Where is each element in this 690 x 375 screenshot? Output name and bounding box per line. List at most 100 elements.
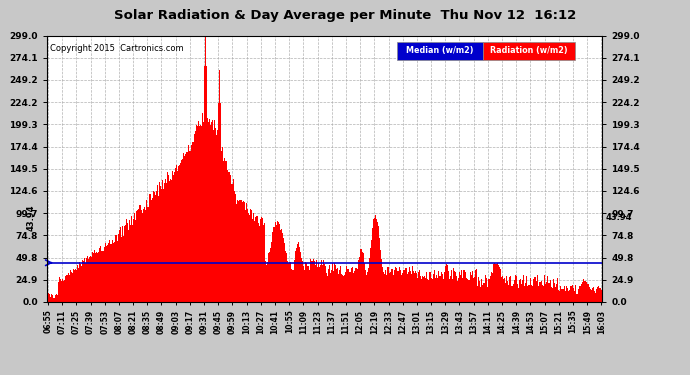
Bar: [78, 267, 79, 302]
Bar: [65, 276, 66, 302]
Bar: [464, 270, 465, 302]
Bar: [523, 275, 524, 302]
Bar: [209, 119, 210, 302]
Bar: [442, 274, 443, 302]
Bar: [289, 261, 290, 302]
Bar: [550, 280, 551, 302]
Bar: [389, 273, 391, 302]
Bar: [250, 210, 252, 302]
Bar: [186, 152, 187, 302]
Bar: [426, 272, 427, 302]
Bar: [196, 125, 197, 302]
Bar: [584, 281, 586, 302]
Bar: [206, 66, 207, 302]
Bar: [110, 244, 111, 302]
Bar: [280, 230, 281, 302]
Bar: [76, 270, 77, 302]
Bar: [348, 269, 349, 302]
Bar: [346, 266, 347, 302]
Bar: [422, 276, 423, 302]
Bar: [467, 279, 469, 302]
Bar: [558, 290, 560, 302]
Bar: [241, 202, 243, 302]
Bar: [278, 222, 279, 302]
Bar: [385, 270, 386, 302]
Bar: [146, 207, 148, 302]
Bar: [495, 264, 497, 302]
Bar: [354, 271, 355, 302]
Bar: [170, 178, 171, 302]
Bar: [437, 278, 438, 302]
Bar: [388, 267, 389, 302]
Bar: [190, 150, 191, 302]
Bar: [219, 70, 220, 302]
Bar: [319, 265, 321, 302]
Bar: [222, 147, 224, 302]
Bar: [395, 267, 397, 302]
Bar: [299, 247, 300, 302]
Bar: [378, 226, 380, 302]
Bar: [69, 274, 70, 302]
Bar: [126, 219, 128, 302]
Bar: [598, 286, 599, 302]
Text: Solar Radiation & Day Average per Minute  Thu Nov 12  16:12: Solar Radiation & Day Average per Minute…: [114, 9, 576, 22]
Bar: [270, 248, 271, 302]
Bar: [541, 281, 542, 302]
Bar: [283, 238, 284, 302]
Bar: [562, 290, 564, 302]
Bar: [370, 248, 371, 302]
Bar: [387, 267, 388, 302]
Bar: [339, 266, 341, 302]
Bar: [453, 268, 454, 302]
Bar: [455, 272, 456, 302]
Bar: [173, 175, 174, 302]
Text: Copyright 2015  Cartronics.com: Copyright 2015 Cartronics.com: [50, 44, 184, 52]
Bar: [70, 272, 72, 302]
Bar: [333, 272, 334, 302]
Bar: [406, 274, 408, 302]
Bar: [376, 219, 377, 302]
Bar: [276, 225, 277, 302]
Bar: [512, 286, 513, 302]
Bar: [345, 272, 346, 302]
Bar: [566, 286, 567, 302]
Bar: [310, 259, 311, 302]
FancyBboxPatch shape: [483, 42, 575, 60]
Bar: [57, 282, 59, 302]
Bar: [565, 291, 566, 302]
Bar: [63, 280, 65, 302]
Bar: [368, 268, 369, 302]
Bar: [235, 204, 237, 302]
Bar: [183, 153, 184, 302]
Bar: [475, 270, 476, 302]
Bar: [415, 273, 417, 302]
Bar: [224, 158, 226, 302]
Bar: [419, 270, 420, 302]
Bar: [286, 253, 287, 302]
Bar: [201, 126, 202, 302]
Bar: [380, 250, 382, 302]
Bar: [217, 130, 219, 302]
Bar: [452, 279, 453, 302]
Bar: [440, 276, 441, 302]
Bar: [257, 216, 258, 302]
Bar: [326, 276, 328, 302]
Bar: [471, 276, 473, 302]
Bar: [337, 268, 338, 302]
Bar: [285, 251, 286, 302]
Bar: [234, 191, 235, 302]
Bar: [119, 231, 120, 302]
Bar: [577, 294, 578, 302]
Bar: [421, 279, 422, 302]
Bar: [288, 264, 289, 302]
Bar: [77, 265, 78, 302]
Bar: [527, 286, 528, 302]
Bar: [159, 186, 161, 302]
Bar: [55, 294, 57, 302]
Bar: [297, 244, 298, 302]
Bar: [198, 121, 199, 302]
Bar: [143, 209, 144, 302]
Bar: [275, 222, 276, 302]
Bar: [157, 184, 158, 302]
Bar: [95, 254, 96, 302]
